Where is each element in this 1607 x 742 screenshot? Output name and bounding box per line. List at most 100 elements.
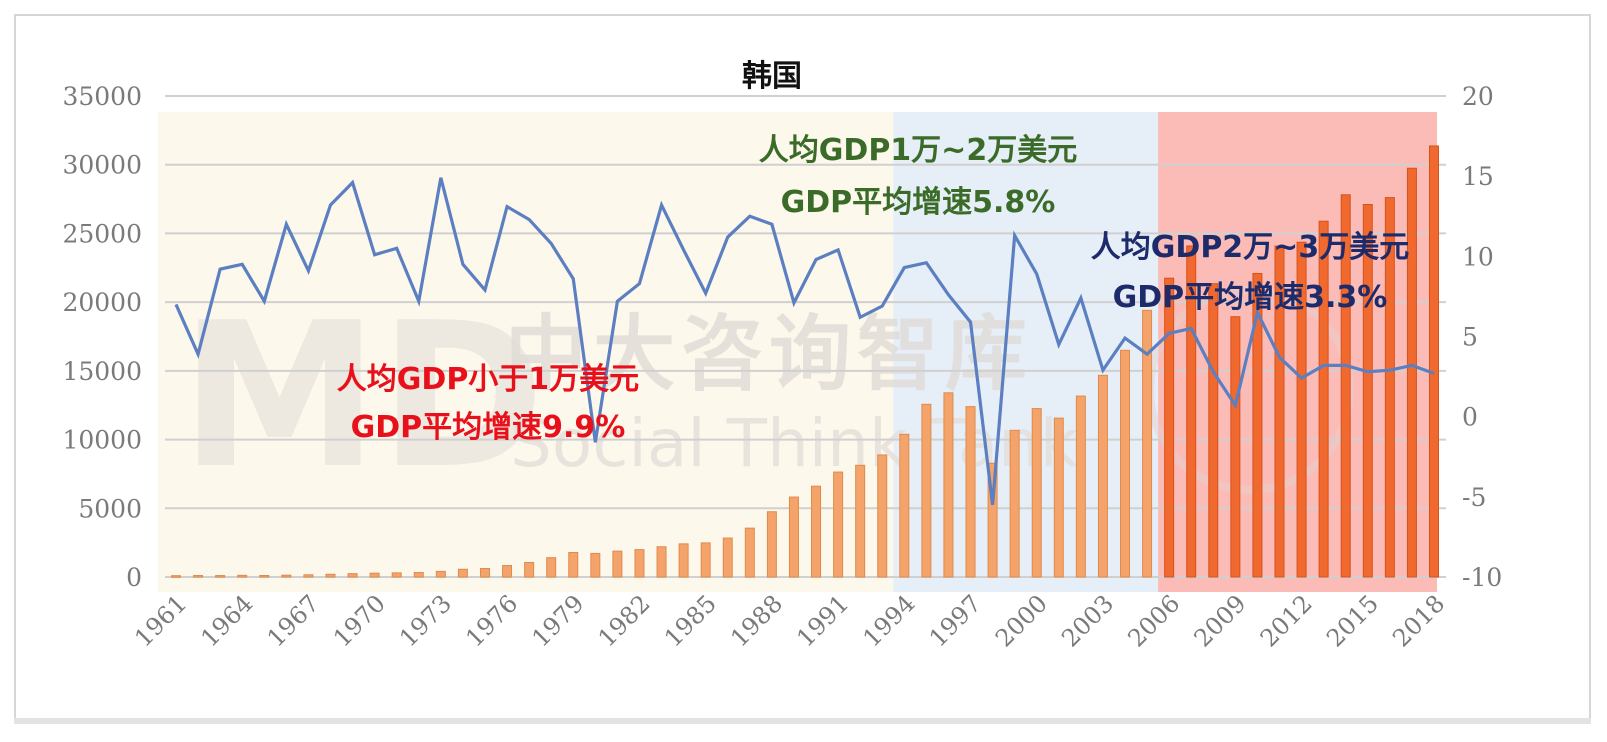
x-tick-label: 1994 bbox=[858, 589, 921, 652]
bar-1968 bbox=[325, 573, 336, 578]
x-tick-label: 1970 bbox=[328, 589, 391, 652]
phase-label-3-line2: GDP平均增速3.3% bbox=[1113, 280, 1388, 315]
left-axis-ticks: 35000 30000 25000 20000 15000 10000 5000 0 bbox=[62, 82, 142, 592]
phase-label-1-line1: 人均GDP小于1万美元 bbox=[337, 362, 639, 397]
bar-2015 bbox=[1362, 203, 1373, 578]
bar-1972 bbox=[413, 572, 424, 578]
x-tick-label: 1976 bbox=[460, 589, 523, 652]
bar-1982 bbox=[634, 549, 645, 578]
bar-1996 bbox=[943, 392, 954, 578]
bar-1988 bbox=[766, 511, 777, 578]
bar-1966 bbox=[281, 574, 292, 578]
bar-1981 bbox=[612, 550, 623, 578]
growth-line bbox=[174, 177, 1435, 506]
bar-1999 bbox=[1009, 429, 1020, 578]
x-tick-label: 1997 bbox=[924, 589, 987, 652]
phase-label-2-line2: GDP平均增速5.8% bbox=[781, 185, 1056, 220]
x-tick-label: 1988 bbox=[725, 589, 788, 652]
bar-1977 bbox=[524, 561, 535, 578]
bar-1985 bbox=[700, 542, 711, 578]
bar-1987 bbox=[744, 527, 755, 578]
bar-1974 bbox=[457, 568, 468, 578]
left-tick-label: 25000 bbox=[62, 219, 142, 248]
bar-2012 bbox=[1296, 241, 1307, 578]
phase-label-3-line1: 人均GDP2万~3万美元 bbox=[1091, 230, 1409, 265]
phase-label-2-line1: 人均GDP1万~2万美元 bbox=[759, 133, 1077, 168]
x-tick-label: 1964 bbox=[195, 589, 258, 652]
left-tick-label: 10000 bbox=[62, 426, 142, 455]
right-tick-label: 15 bbox=[1462, 162, 1494, 191]
phase-label-1-line2: GDP平均增速9.9% bbox=[351, 410, 626, 445]
left-tick-label: 30000 bbox=[62, 151, 142, 180]
bar-1994 bbox=[899, 433, 910, 578]
bar-1980 bbox=[590, 552, 601, 578]
bar-1989 bbox=[788, 496, 799, 578]
bar-1969 bbox=[347, 573, 358, 578]
bar-1979 bbox=[568, 551, 579, 578]
bar-1975 bbox=[479, 568, 490, 578]
bar-2004 bbox=[1120, 349, 1131, 578]
x-tick-label: 1979 bbox=[527, 589, 590, 652]
bar-2000 bbox=[1031, 408, 1042, 578]
bar-1978 bbox=[546, 557, 557, 578]
right-tick-label: -10 bbox=[1462, 563, 1502, 592]
bar-2001 bbox=[1053, 417, 1064, 578]
bar-1961 bbox=[171, 575, 181, 578]
bar-2013 bbox=[1318, 220, 1329, 578]
right-axis-ticks: 20 15 10 5 0 -5 -10 bbox=[1462, 82, 1502, 592]
watermark-logo: MD bbox=[180, 280, 545, 513]
bar-1970 bbox=[369, 572, 380, 578]
bar-2008 bbox=[1208, 283, 1219, 578]
bar-1971 bbox=[391, 572, 402, 578]
bar-1965 bbox=[259, 575, 270, 578]
right-tick-label: 20 bbox=[1462, 82, 1494, 111]
bar-2009 bbox=[1230, 316, 1241, 578]
x-tick-label: 1973 bbox=[394, 589, 457, 652]
x-tick-label: 2015 bbox=[1321, 589, 1384, 652]
bar-1967 bbox=[303, 574, 314, 578]
bar-1998 bbox=[987, 462, 998, 578]
bar-2010 bbox=[1252, 272, 1263, 578]
x-tick-label: 1982 bbox=[593, 589, 656, 652]
bar-2003 bbox=[1097, 374, 1108, 578]
bar-2016 bbox=[1384, 197, 1395, 578]
bar-1983 bbox=[656, 546, 667, 578]
x-tick-label: 2012 bbox=[1255, 589, 1318, 652]
bar-2006 bbox=[1164, 277, 1175, 578]
x-axis-ticks: 1961 1964 1967 1970 1973 1976 1979 1982 1985 1988… bbox=[129, 589, 1450, 652]
bar-series-gdp-per-capita bbox=[171, 145, 1439, 578]
bar-1986 bbox=[722, 537, 733, 578]
line-series-gdp-growth bbox=[174, 177, 1435, 506]
bar-1973 bbox=[435, 570, 446, 578]
x-tick-label: 1967 bbox=[262, 589, 325, 652]
right-tick-label: 0 bbox=[1462, 403, 1478, 432]
bar-1990 bbox=[811, 485, 822, 578]
bar-2007 bbox=[1186, 245, 1197, 578]
left-tick-label: 15000 bbox=[62, 357, 142, 386]
bar-2002 bbox=[1075, 395, 1086, 578]
chart-title: 韩国 bbox=[742, 59, 802, 94]
bottom-bar bbox=[14, 718, 1591, 724]
bar-1984 bbox=[678, 543, 689, 578]
right-tick-label: -5 bbox=[1462, 483, 1486, 512]
x-tick-label: 2003 bbox=[1056, 589, 1119, 652]
x-tick-label: 1991 bbox=[791, 589, 854, 652]
bar-2014 bbox=[1340, 194, 1351, 578]
bar-1991 bbox=[833, 471, 844, 578]
watermark-cn: 中大咨询智库 bbox=[505, 307, 1033, 402]
bar-1976 bbox=[502, 565, 513, 578]
bar-1964 bbox=[237, 574, 248, 578]
x-tick-label: 2009 bbox=[1189, 589, 1252, 652]
bar-2017 bbox=[1406, 167, 1417, 578]
left-tick-label: 20000 bbox=[62, 288, 142, 317]
bar-1962 bbox=[193, 575, 204, 578]
x-tick-label: 2006 bbox=[1122, 589, 1185, 652]
right-tick-label: 10 bbox=[1462, 242, 1494, 271]
bar-2018 bbox=[1428, 145, 1439, 578]
bar-1963 bbox=[215, 575, 226, 578]
bar-1995 bbox=[921, 403, 932, 578]
right-tick-label: 5 bbox=[1462, 323, 1478, 352]
left-tick-label: 0 bbox=[126, 563, 142, 592]
x-tick-label: 2018 bbox=[1387, 589, 1450, 652]
